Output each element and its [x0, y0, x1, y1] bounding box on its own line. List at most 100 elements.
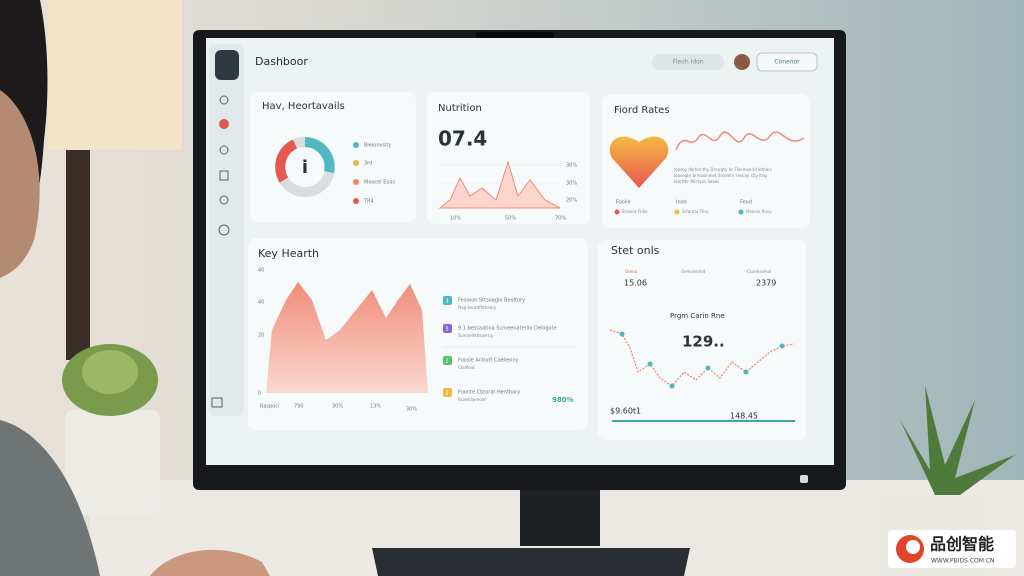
legend-label: TR4 [363, 199, 374, 205]
tick-label: 0 [258, 391, 261, 397]
tick-label: 30% [332, 404, 343, 410]
legend-label: Feod [740, 200, 752, 206]
point [669, 383, 675, 389]
lamp-pole [66, 150, 90, 360]
nav-icon[interactable] [219, 170, 229, 181]
legend-swatch [738, 209, 744, 215]
donut-icon: i [302, 157, 308, 178]
legend-sub: Ereonis Fldie [622, 209, 648, 214]
area-chart [266, 282, 428, 393]
tick-label: 20 [258, 333, 264, 339]
stat-label: Greno [625, 269, 638, 274]
watermark-brand: 品创智能 [930, 535, 994, 554]
tick-label: 790 [294, 404, 304, 410]
point [779, 343, 785, 349]
tick-label: 10% [450, 216, 461, 222]
card-title: Hav, Heortavails [262, 101, 345, 112]
succulent-center [82, 350, 138, 394]
nav-icon[interactable] [219, 119, 229, 129]
watermark-logo-inner [906, 540, 920, 554]
legend-sub: Srtarnto Tlisy [682, 209, 709, 214]
tick-label: 50% [505, 216, 516, 222]
legend-swatch [353, 198, 359, 204]
nav-icon[interactable] [211, 397, 223, 408]
person-shoulder [0, 420, 100, 576]
avatar[interactable] [734, 54, 750, 70]
item-text: 9.1 bessaatina Scmeenaterilo Delogote [458, 326, 557, 332]
pot [65, 410, 160, 515]
tick-label: 70% [555, 216, 566, 222]
heart-graphic [609, 136, 669, 188]
line-chart [609, 329, 795, 387]
legend-sub: Meenio Rirsy [746, 209, 772, 214]
legend-label: 3rd [364, 161, 372, 167]
logo[interactable] [215, 50, 239, 80]
item-icon-label: 2 [445, 359, 448, 365]
point [743, 369, 749, 375]
tick-label: 30% [406, 407, 417, 413]
item-icon-label: 2 [445, 391, 448, 397]
card [602, 94, 810, 228]
item-icon-label: 3 [445, 299, 448, 305]
button-label: Conenor [774, 59, 800, 66]
power-button[interactable] [800, 475, 808, 483]
range-high: 148.45 [730, 412, 758, 421]
nav-icon[interactable] [219, 95, 229, 105]
item-sub: Plsg bentitfhtheory [458, 305, 497, 310]
item-icon [443, 324, 452, 333]
stat-label: Csaehsemal [747, 269, 771, 274]
legend-label: Foolle [616, 200, 631, 206]
item-sub: Cbidloat [458, 365, 475, 370]
watermark-url: WWW.PBIDS.COM.CN [931, 558, 995, 565]
item-sub: Ssnoteihtbsoertiy [458, 333, 494, 338]
metric-value: 07.4 [438, 127, 487, 151]
area-chart [438, 160, 561, 209]
connect-button[interactable] [756, 52, 818, 72]
stat-value: 2379 [756, 279, 776, 288]
card-title: Stet onls [611, 244, 660, 257]
chart-value: 129.. [682, 333, 725, 351]
card-title: Key Hearth [258, 247, 319, 260]
nav-icon[interactable] [219, 195, 229, 205]
tick-label: 30% [566, 163, 577, 169]
person-hand [150, 549, 270, 576]
stat-value: 15.06 [624, 279, 647, 288]
item-text: Feoaion Sttsoaglo Beoltory [458, 298, 525, 304]
tick-label: 30% [566, 181, 577, 187]
item-text: Foonte Cbtorat Hentbory [458, 390, 520, 396]
point [647, 361, 653, 367]
item-icon [443, 388, 452, 397]
line-points [619, 331, 785, 389]
list: 3 Feoaion Sttsoaglo Beoltory Plsg bentit… [443, 296, 575, 404]
nav-icon[interactable] [219, 145, 229, 155]
legend-label: Moocel Eoas [364, 180, 396, 186]
card-title: Fiord Rates [614, 105, 670, 116]
sidebar [209, 44, 244, 416]
legend-swatch [614, 209, 620, 215]
legend-swatch [353, 179, 359, 185]
total: 980% [552, 396, 574, 404]
donut-segment [275, 139, 298, 183]
tick-label: 13% [370, 404, 381, 410]
nav-icon[interactable] [218, 224, 230, 236]
tick-label: Raspoci [260, 404, 279, 410]
lamp-shade [48, 0, 182, 150]
tick-label: 40 [258, 268, 264, 274]
legend-swatch [674, 209, 680, 215]
legend-label: Bieionvsity [364, 143, 391, 149]
legend-swatch [353, 142, 359, 148]
donut-segment [304, 137, 335, 173]
search-box[interactable] [652, 54, 724, 70]
card-title: Nutrition [438, 103, 482, 114]
item-icon [443, 356, 452, 365]
point [705, 365, 711, 371]
monitor-base [372, 548, 690, 576]
stat-label: Gemosentid [681, 269, 706, 274]
wave [675, 131, 805, 151]
monitor-neck [520, 488, 600, 546]
item-icon-label: 3 [445, 327, 448, 333]
legend-swatch [353, 160, 359, 166]
